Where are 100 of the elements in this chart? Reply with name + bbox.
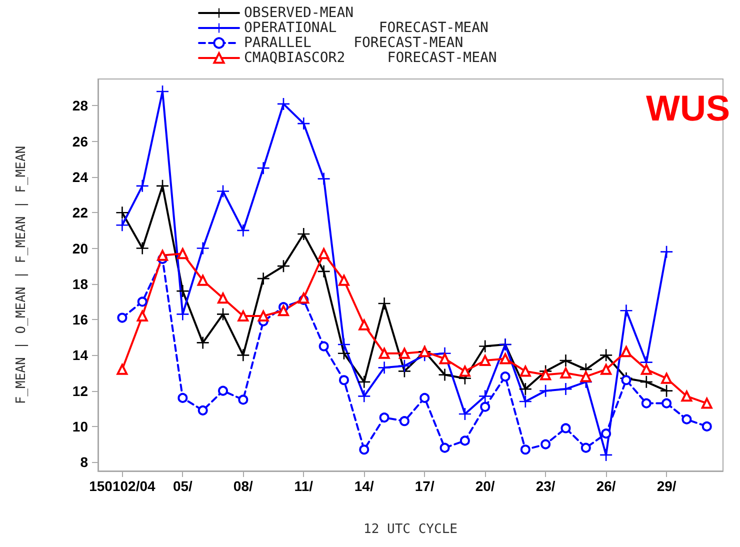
point: [702, 421, 712, 432]
y-tick-label: 8: [80, 454, 88, 470]
y-axis-title: F_MEAN | O_MEAN | F_MEAN | F_MEAN: [14, 146, 29, 404]
x-tick-label: 150102/04: [89, 478, 156, 494]
point: [136, 310, 148, 322]
point: [601, 428, 612, 439]
point: [218, 386, 228, 396]
point: [238, 310, 249, 322]
point: [257, 272, 270, 285]
point: [358, 319, 370, 330]
point: [661, 372, 672, 384]
point: [621, 375, 632, 386]
point: [440, 442, 450, 453]
point: [117, 312, 128, 323]
point: [257, 162, 270, 174]
point: [641, 398, 652, 408]
point: [258, 310, 269, 322]
legend-label: OBSERVED-MEAN: [244, 5, 354, 21]
point: [218, 292, 228, 304]
point: [338, 274, 350, 286]
x-tick-label: 26/: [596, 478, 616, 494]
annotation: WUS: [646, 88, 730, 128]
point: [318, 265, 330, 278]
y-tick-label: 10: [72, 418, 88, 434]
point: [156, 180, 169, 192]
point: [379, 412, 390, 423]
point: [277, 260, 290, 272]
point: [540, 384, 552, 397]
point: [198, 405, 208, 416]
y-tick-label: 28: [72, 98, 88, 114]
point: [540, 439, 551, 450]
point: [640, 376, 652, 388]
point: [560, 368, 572, 378]
y-tick-label: 26: [72, 133, 88, 150]
point: [479, 340, 492, 352]
legend-label: PARALLEL FORECAST-MEAN: [244, 35, 464, 51]
point: [176, 308, 189, 320]
point: [399, 416, 410, 426]
y-tick-label: 14: [72, 347, 88, 364]
point: [438, 368, 451, 381]
y-tick-label: 18: [72, 276, 88, 292]
point: [177, 248, 188, 260]
x-tick-label: 08/: [233, 478, 253, 494]
y-tick-label: 20: [72, 240, 88, 256]
point: [600, 349, 612, 362]
point: [217, 308, 229, 320]
point: [136, 242, 148, 254]
y-tick-label: 12: [72, 382, 88, 399]
point: [560, 354, 572, 367]
point: [237, 349, 250, 362]
point: [338, 375, 349, 386]
point: [662, 398, 672, 408]
x-tick-label: 23/: [536, 478, 556, 494]
y-tick-label: 22: [72, 204, 88, 221]
legend-label: CMAQBIASCOR2 FORECAST-MEAN: [244, 50, 497, 66]
x-tick-label: 20/: [475, 478, 495, 494]
point: [460, 436, 470, 446]
y-tick-label: 16: [72, 312, 88, 328]
point: [660, 384, 673, 397]
y-tick-label: 24: [72, 169, 88, 185]
point: [298, 118, 310, 130]
point: [620, 304, 632, 317]
point: [480, 355, 491, 366]
point: [500, 372, 510, 382]
point: [176, 285, 189, 298]
point: [278, 305, 289, 316]
point: [378, 362, 390, 374]
point: [600, 364, 612, 375]
point: [116, 364, 128, 375]
point: [520, 444, 530, 455]
point: [378, 348, 390, 359]
legend-label: OPERATIONAL FORECAST-MEAN: [244, 20, 488, 36]
point: [136, 180, 148, 192]
point: [420, 392, 430, 403]
point: [318, 341, 329, 352]
point: [560, 383, 572, 396]
point: [116, 219, 128, 232]
point: [682, 414, 692, 424]
point: [660, 246, 673, 258]
point: [560, 423, 571, 434]
point: [196, 242, 209, 254]
point: [540, 369, 552, 380]
point: [398, 360, 410, 372]
x-axis-title: 12 UTC CYCLE: [364, 522, 458, 537]
x-tick-label: 11/: [294, 478, 314, 494]
point: [620, 346, 632, 358]
point: [318, 248, 330, 260]
point: [237, 224, 250, 236]
x-tick-label: 14/: [354, 478, 374, 494]
point: [359, 444, 370, 455]
point: [520, 366, 531, 377]
point: [500, 353, 511, 364]
point: [178, 392, 188, 403]
point: [681, 390, 692, 402]
point: [217, 185, 229, 198]
point: [479, 390, 492, 402]
point: [439, 353, 450, 364]
point: [358, 376, 370, 388]
point: [137, 296, 148, 307]
point: [358, 390, 370, 402]
